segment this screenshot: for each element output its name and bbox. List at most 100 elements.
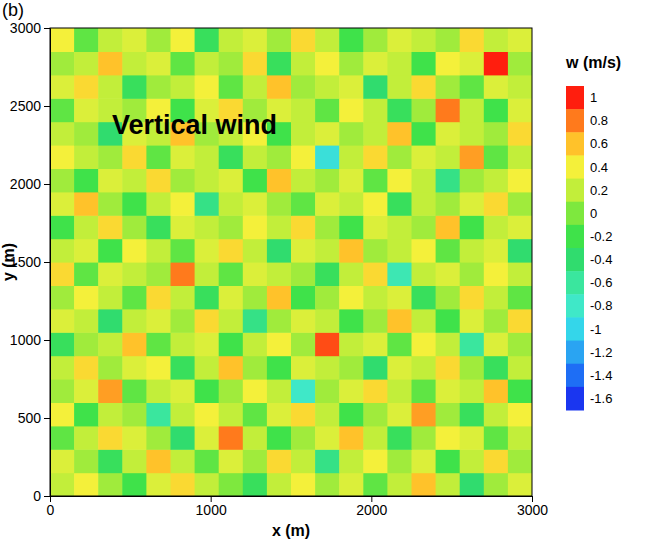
cell xyxy=(195,356,220,380)
cell xyxy=(122,426,147,450)
cell xyxy=(171,449,196,473)
cell xyxy=(146,51,171,75)
cell xyxy=(50,239,75,263)
cell xyxy=(243,262,268,286)
cell xyxy=(484,75,509,99)
cell xyxy=(339,122,364,146)
cell xyxy=(363,426,388,450)
cell xyxy=(484,473,509,496)
cell xyxy=(267,402,292,426)
cell xyxy=(363,285,388,309)
x-tick: 0 xyxy=(47,496,55,518)
cell xyxy=(98,309,123,333)
cell xyxy=(315,402,340,426)
cell xyxy=(484,262,509,286)
y-tick: 500 xyxy=(18,410,50,426)
cell xyxy=(146,449,171,473)
cell xyxy=(339,426,364,450)
cell xyxy=(436,262,461,286)
cell xyxy=(484,402,509,426)
cell xyxy=(339,473,364,496)
cell xyxy=(315,168,340,192)
cell xyxy=(436,75,461,99)
cell xyxy=(74,145,99,169)
cell xyxy=(412,215,437,239)
cell xyxy=(122,215,147,239)
cell xyxy=(387,98,412,122)
cell xyxy=(315,332,340,356)
cell xyxy=(171,402,196,426)
cell xyxy=(363,356,388,380)
cell xyxy=(387,239,412,263)
cell xyxy=(219,239,244,263)
cell xyxy=(171,239,196,263)
cell xyxy=(339,28,364,52)
y-axis-line xyxy=(44,29,51,497)
cell xyxy=(146,168,171,192)
cell xyxy=(291,449,316,473)
cell xyxy=(412,28,437,52)
cell xyxy=(387,192,412,216)
cell xyxy=(195,309,220,333)
cell xyxy=(98,262,123,286)
cell xyxy=(146,262,171,286)
cell xyxy=(484,239,509,263)
panel-label: (b) xyxy=(2,0,24,20)
cell xyxy=(122,262,147,286)
cell xyxy=(171,332,196,356)
cell xyxy=(98,239,123,263)
cell xyxy=(484,168,509,192)
cell xyxy=(291,98,316,122)
cell xyxy=(436,192,461,216)
cell xyxy=(460,122,485,146)
cell xyxy=(122,309,147,333)
y-tick-label: 0 xyxy=(33,488,41,504)
cell xyxy=(219,51,244,75)
cell xyxy=(267,215,292,239)
cell xyxy=(98,192,123,216)
cell xyxy=(98,356,123,380)
colorbar-tick-label: 1 xyxy=(590,90,597,105)
cell xyxy=(171,356,196,380)
cell xyxy=(387,402,412,426)
cell xyxy=(363,332,388,356)
cell xyxy=(243,402,268,426)
cell xyxy=(508,215,532,239)
cell xyxy=(267,379,292,403)
x-tick-label: 2000 xyxy=(356,502,387,518)
cell xyxy=(315,145,340,169)
colorbar-title: w (m/s) xyxy=(565,54,621,71)
x-axis-line xyxy=(51,497,533,503)
x-tick-label: 0 xyxy=(47,502,55,518)
cell xyxy=(363,168,388,192)
cell xyxy=(243,28,268,52)
y-tick-mark xyxy=(44,28,50,29)
cell xyxy=(363,75,388,99)
cell xyxy=(74,449,99,473)
colorbar-swatch xyxy=(566,179,584,203)
x-tick: 3000 xyxy=(517,496,548,518)
cell xyxy=(484,309,509,333)
cell xyxy=(195,145,220,169)
cell xyxy=(315,75,340,99)
cell xyxy=(387,75,412,99)
cell xyxy=(291,215,316,239)
y-tick-mark xyxy=(44,496,50,497)
cell xyxy=(315,285,340,309)
cell xyxy=(484,426,509,450)
cell xyxy=(267,168,292,192)
cell xyxy=(195,449,220,473)
cell xyxy=(387,51,412,75)
colorbar: 10.80.60.40.20-0.2-0.4-0.6-0.8-1-1.2-1.4… xyxy=(565,54,621,411)
cell xyxy=(243,449,268,473)
cell xyxy=(146,426,171,450)
cell xyxy=(484,215,509,239)
cell xyxy=(195,192,220,216)
cell xyxy=(412,239,437,263)
cell xyxy=(412,262,437,286)
cell xyxy=(171,215,196,239)
colorbar-swatch xyxy=(566,271,584,295)
cell xyxy=(50,28,75,52)
x-tick-label: 3000 xyxy=(517,502,548,518)
colorbar-tick-label: -1.6 xyxy=(590,391,612,406)
